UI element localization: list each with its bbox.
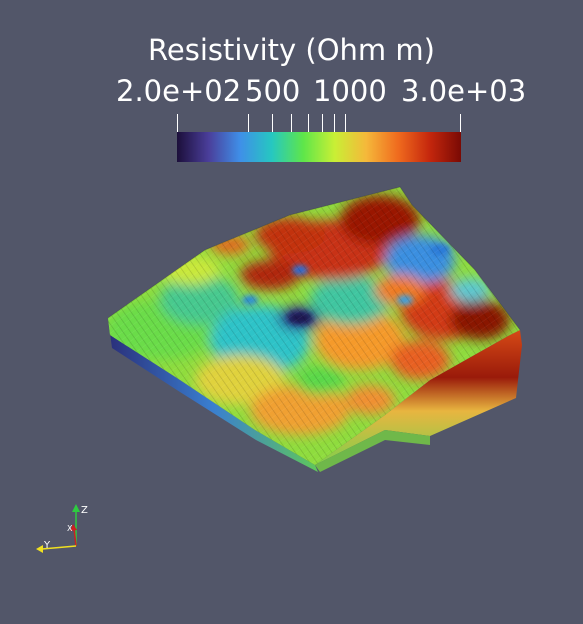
z-axis-arrow [72, 504, 80, 512]
colorbar-title: Resistivity (Ohm m) [148, 33, 435, 67]
z-axis-label: Z [81, 505, 88, 516]
y-axis-arrow [36, 545, 43, 553]
x-axis-arrow [70, 524, 77, 531]
colorbar-max-label: 3.0e+03 [401, 74, 527, 108]
model-top-surface [108, 187, 520, 465]
x-axis-label: X [67, 524, 73, 533]
model-front-wall-lower [315, 430, 430, 472]
colorbar-tick-label-1000: 1000 [313, 74, 387, 108]
colorbar-min-label: 2.0e+02 [116, 74, 242, 108]
colorbar-tick-label-500: 500 [245, 74, 301, 108]
model-left-wall [108, 318, 318, 472]
orientation-axes-widget[interactable]: Z X Y [30, 498, 100, 562]
x-axis-line [73, 527, 77, 547]
colorbar-gradient [177, 132, 461, 162]
y-axis-line [41, 545, 77, 550]
y-axis-label: Y [43, 540, 51, 551]
model-front-wall [315, 330, 522, 465]
